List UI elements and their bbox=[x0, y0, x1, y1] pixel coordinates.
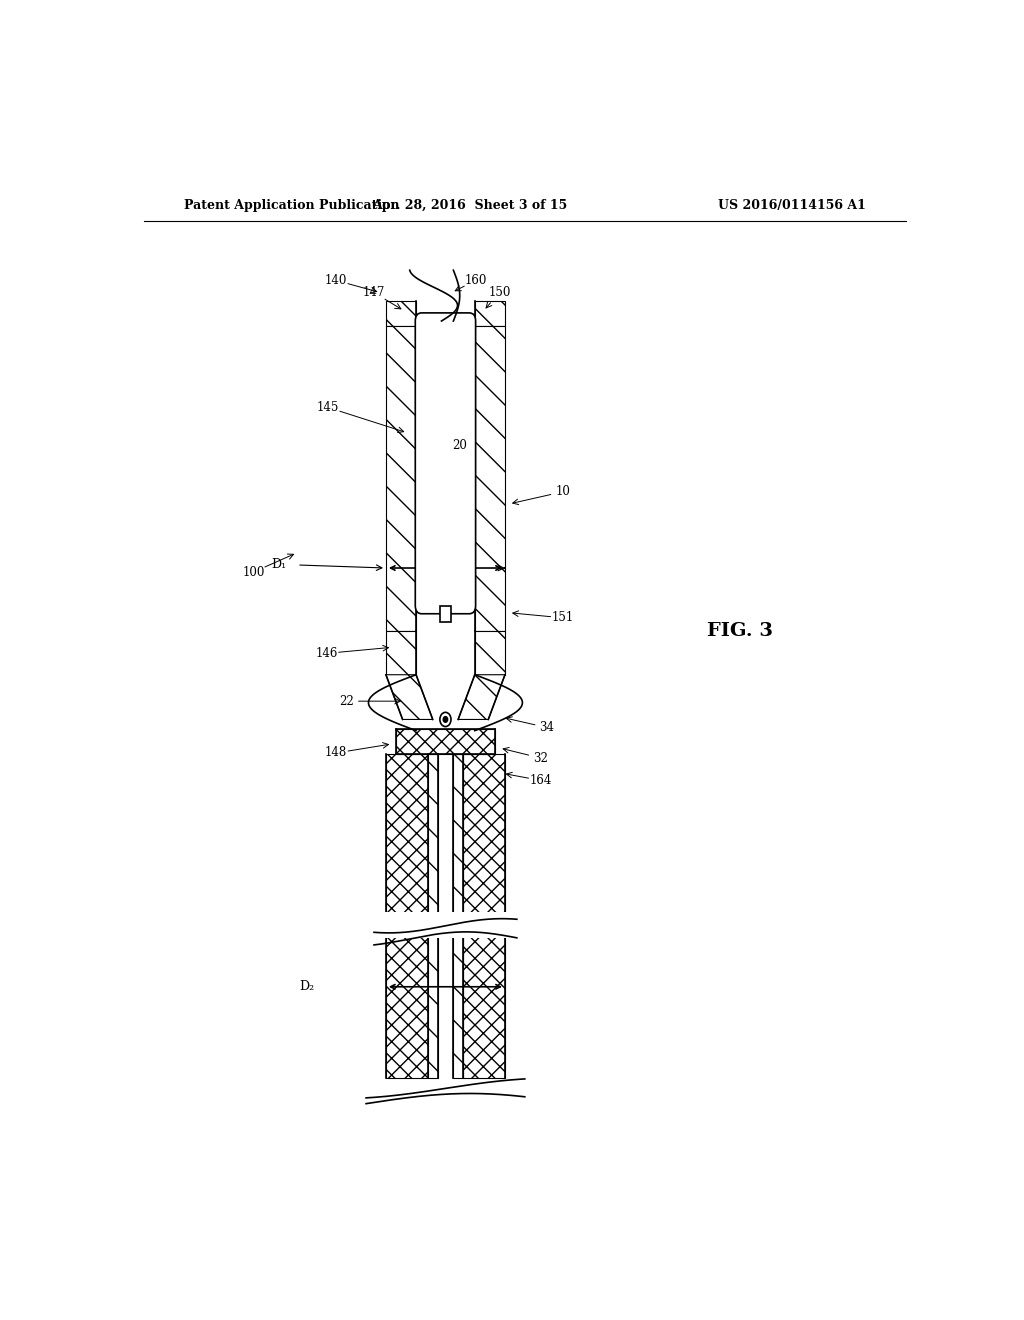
Bar bbox=[428, 754, 438, 1078]
Text: 10: 10 bbox=[555, 486, 570, 498]
Text: Apr. 28, 2016  Sheet 3 of 15: Apr. 28, 2016 Sheet 3 of 15 bbox=[372, 199, 567, 213]
Bar bbox=[386, 631, 416, 675]
Text: D₂: D₂ bbox=[299, 981, 314, 993]
Text: 32: 32 bbox=[534, 751, 548, 764]
Text: 100: 100 bbox=[243, 565, 264, 578]
Text: 148: 148 bbox=[325, 747, 347, 759]
Text: 150: 150 bbox=[488, 286, 511, 300]
Bar bbox=[386, 754, 428, 1078]
Bar bbox=[475, 301, 505, 326]
Text: 160: 160 bbox=[465, 273, 486, 286]
Text: FIG. 3: FIG. 3 bbox=[708, 622, 773, 640]
FancyBboxPatch shape bbox=[416, 313, 475, 614]
Text: 151: 151 bbox=[552, 611, 574, 624]
Text: Patent Application Publication: Patent Application Publication bbox=[183, 199, 399, 213]
Text: 164: 164 bbox=[529, 774, 552, 787]
Polygon shape bbox=[386, 675, 433, 719]
Circle shape bbox=[443, 717, 447, 722]
Text: 22: 22 bbox=[339, 694, 353, 708]
Bar bbox=[386, 326, 416, 631]
Text: 146: 146 bbox=[315, 647, 338, 660]
Polygon shape bbox=[458, 675, 505, 719]
Bar bbox=[386, 301, 416, 326]
Text: 34: 34 bbox=[540, 721, 555, 734]
Text: 140: 140 bbox=[325, 273, 347, 286]
Bar bbox=[440, 606, 451, 622]
Text: 147: 147 bbox=[362, 286, 385, 300]
Bar bbox=[370, 912, 521, 939]
Text: 145: 145 bbox=[316, 401, 339, 414]
Bar bbox=[453, 754, 463, 1078]
Text: 20: 20 bbox=[453, 438, 467, 451]
Bar bbox=[463, 754, 505, 1078]
Circle shape bbox=[440, 713, 451, 726]
Text: US 2016/0114156 A1: US 2016/0114156 A1 bbox=[718, 199, 866, 213]
Bar bbox=[475, 631, 505, 675]
Bar bbox=[396, 729, 495, 754]
Bar bbox=[475, 326, 505, 631]
Text: D₁: D₁ bbox=[271, 558, 287, 572]
